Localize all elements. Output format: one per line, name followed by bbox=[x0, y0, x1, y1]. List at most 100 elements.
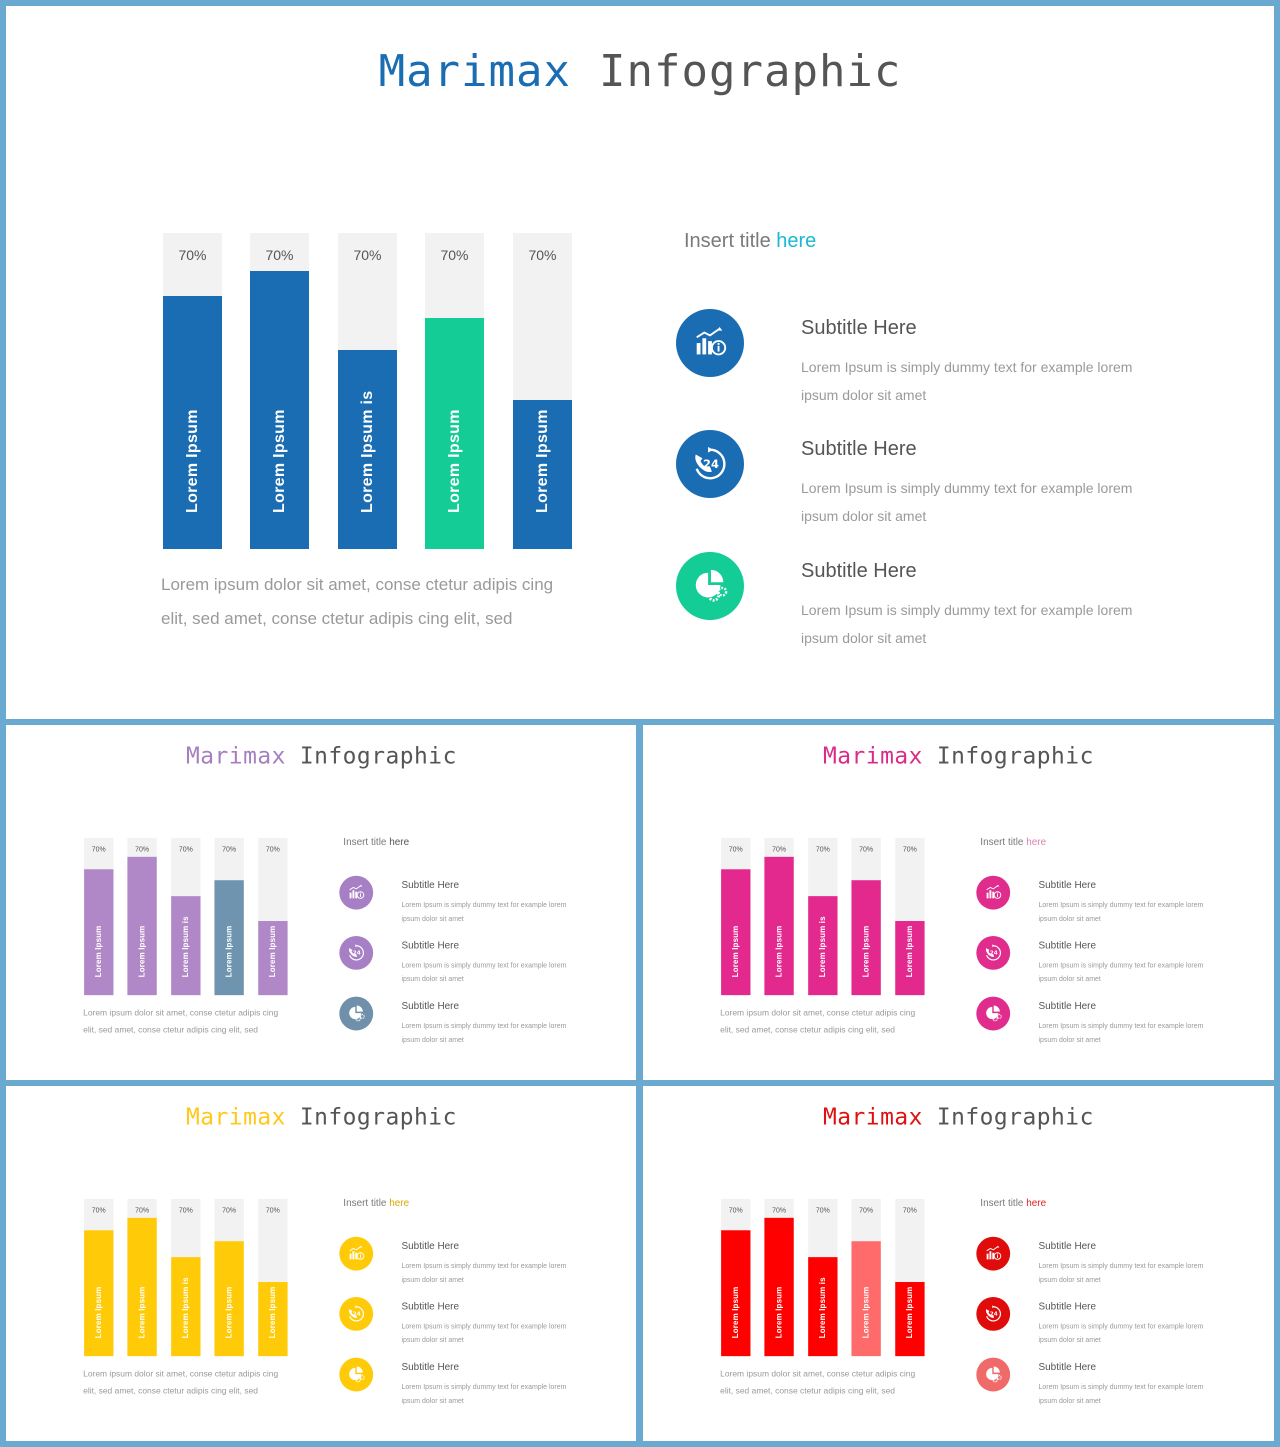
feature-description: Lorem Ipsum is simply dummy text for exa… bbox=[401, 1321, 567, 1344]
bar-fill bbox=[250, 270, 309, 549]
section-title-accent: here bbox=[389, 1197, 410, 1209]
bar-track: 70% Lorem Ipsum bbox=[425, 233, 484, 549]
bar-fill bbox=[895, 1282, 925, 1357]
section-title-accent: here bbox=[1026, 1197, 1047, 1209]
title-rest: Infographic bbox=[299, 741, 457, 769]
bar-category-label: Lorem Ipsum bbox=[268, 925, 277, 978]
bar-fill bbox=[84, 869, 114, 996]
page-title: Marimax Infographic bbox=[6, 1103, 636, 1130]
feature-description: Lorem Ipsum is simply dummy text for exa… bbox=[1038, 960, 1204, 983]
bar-fill bbox=[127, 1217, 157, 1357]
svg-text:24: 24 bbox=[990, 951, 998, 957]
section-title: Insert title here bbox=[980, 1197, 1046, 1208]
bar-track: 70% Lorem Ipsum bbox=[127, 837, 157, 996]
bar-fill bbox=[721, 1230, 751, 1357]
bar-percent-label: 70% bbox=[265, 844, 280, 853]
feature-description: Lorem Ipsum is simply dummy text for exa… bbox=[401, 1382, 567, 1405]
bar-track: 70% Lorem Ipsum is bbox=[808, 837, 838, 996]
feature-item: 24 Subtitle Here Lorem Ipsum is simply dum… bbox=[339, 935, 618, 986]
feature-subtitle: Subtitle Here bbox=[1038, 939, 1097, 951]
feature-description: Lorem Ipsum is simply dummy text for exa… bbox=[401, 960, 567, 983]
feature-description: Lorem Ipsum is simply dummy text for exa… bbox=[1038, 1321, 1204, 1344]
slide-yellow: Marimax Infographic 70% Lorem Ipsum 70% Lorem… bbox=[6, 1086, 636, 1441]
feature-description: Lorem Ipsum is simply dummy text for exa… bbox=[1038, 1261, 1204, 1284]
feature-description: Lorem Ipsum is simply dummy text for exa… bbox=[801, 480, 1133, 524]
bar-fill bbox=[851, 880, 881, 996]
feature-item: Subtitle Here Lorem Ipsum is simply dummy… bbox=[976, 875, 1255, 926]
feature-description: Lorem Ipsum is simply dummy text for exa… bbox=[401, 1261, 567, 1284]
feature-description: Lorem Ipsum is simply dummy text for exa… bbox=[1038, 1021, 1204, 1044]
chart-caption: Lorem ipsum dolor sit amet, conse ctetur… bbox=[83, 1008, 279, 1035]
bar-percent-label: 70% bbox=[178, 1205, 193, 1214]
section-title: Insert title here bbox=[343, 836, 409, 847]
section-title-accent: here bbox=[1026, 836, 1047, 848]
bar-percent-label: 70% bbox=[91, 844, 106, 853]
bar-percent-label: 70% bbox=[815, 1205, 830, 1214]
feature-subtitle: Subtitle Here bbox=[1038, 1361, 1097, 1373]
feature-subtitle: Subtitle Here bbox=[801, 317, 917, 339]
bar-track: 70% Lorem Ipsum bbox=[513, 233, 572, 549]
chart-info-icon bbox=[339, 1236, 374, 1271]
bar-category-label: Lorem Ipsum is bbox=[181, 916, 190, 978]
phone-24-icon: 24 bbox=[339, 1296, 374, 1331]
svg-text:24: 24 bbox=[703, 457, 719, 471]
bar-track: 70% Lorem Ipsum bbox=[764, 837, 794, 996]
slide-red: Marimax Infographic 70% Lorem Ipsum 70% Lorem… bbox=[643, 1086, 1274, 1441]
bar-fill bbox=[513, 400, 572, 549]
bar-category-label: Lorem Ipsum bbox=[861, 1286, 871, 1339]
bar-percent-label: 70% bbox=[178, 247, 207, 263]
feature-description: Lorem Ipsum is simply dummy text for exa… bbox=[801, 602, 1133, 646]
feature-item: Subtitle Here Lorem Ipsum is simply dummy… bbox=[339, 1236, 618, 1287]
section-title-prefix: Insert title bbox=[343, 1197, 390, 1209]
bar-track: 70% Lorem Ipsum bbox=[214, 837, 244, 996]
bar-category-label: Lorem Ipsum bbox=[533, 409, 551, 513]
phone-24-icon: 24 bbox=[339, 935, 374, 970]
feature-subtitle: Subtitle Here bbox=[401, 1361, 460, 1373]
pie-gear-icon bbox=[339, 996, 374, 1031]
bar-fill bbox=[851, 1241, 881, 1357]
chart-info-icon bbox=[339, 875, 374, 910]
bar-track: 70% Lorem Ipsum is bbox=[171, 837, 201, 996]
chart-caption: Lorem ipsum dolor sit amet, conse ctetur… bbox=[720, 1008, 916, 1035]
phone-24-icon: 24 bbox=[976, 1296, 1011, 1331]
bar-fill bbox=[171, 896, 201, 996]
bar-category-label: Lorem Ipsum bbox=[183, 409, 201, 513]
bar-fill bbox=[338, 349, 397, 549]
feature-description: Lorem Ipsum is simply dummy text for exa… bbox=[1038, 1382, 1204, 1405]
bar-fill bbox=[764, 1217, 794, 1357]
bar-track: 70% Lorem Ipsum bbox=[721, 837, 751, 996]
title-accent: Marimax bbox=[185, 1102, 286, 1130]
bar-category-label: Lorem Ipsum bbox=[731, 1286, 740, 1339]
chart-caption: Lorem ipsum dolor sit amet, conse ctetur… bbox=[720, 1369, 916, 1396]
feature-subtitle: Subtitle Here bbox=[401, 879, 460, 891]
bar-category-label: Lorem Ipsum bbox=[774, 925, 784, 978]
page-title: Marimax Infographic bbox=[6, 46, 1274, 97]
bar-track: 70% Lorem Ipsum bbox=[214, 1198, 244, 1357]
feature-subtitle: Subtitle Here bbox=[401, 1000, 460, 1012]
bar-percent-label: 70% bbox=[135, 1205, 150, 1214]
bar-category-label: Lorem Ipsum is bbox=[358, 390, 376, 513]
bar-percent-label: 70% bbox=[859, 844, 874, 853]
bar-percent-label: 70% bbox=[178, 844, 193, 853]
section-title: Insert title here bbox=[343, 1197, 409, 1208]
bar-fill bbox=[163, 296, 222, 549]
bar-track: 70% Lorem Ipsum bbox=[895, 1198, 925, 1357]
feature-item: 24 Subtitle Here Lorem Ipsum is simply dum… bbox=[339, 1296, 618, 1347]
section-title: Insert title here bbox=[684, 230, 816, 253]
bar-fill bbox=[721, 869, 751, 996]
bar-fill bbox=[214, 1241, 244, 1357]
bar-percent-label: 70% bbox=[265, 247, 294, 263]
feature-subtitle: Subtitle Here bbox=[1038, 879, 1097, 891]
bar-fill bbox=[425, 318, 484, 549]
bar-category-label: Lorem Ipsum bbox=[905, 1286, 914, 1339]
pie-gear-icon bbox=[976, 1357, 1011, 1392]
feature-description: Lorem Ipsum is simply dummy text for exa… bbox=[401, 1021, 567, 1044]
bar-percent-label: 70% bbox=[772, 844, 787, 853]
bar-category-label: Lorem Ipsum bbox=[731, 925, 740, 978]
bar-fill bbox=[764, 856, 794, 996]
bar-percent-label: 70% bbox=[265, 1205, 280, 1214]
bar-percent-label: 70% bbox=[815, 844, 830, 853]
bar-track: 70% Lorem Ipsum bbox=[851, 837, 881, 996]
bar-fill bbox=[258, 1282, 288, 1357]
feature-subtitle: Subtitle Here bbox=[401, 1240, 460, 1252]
